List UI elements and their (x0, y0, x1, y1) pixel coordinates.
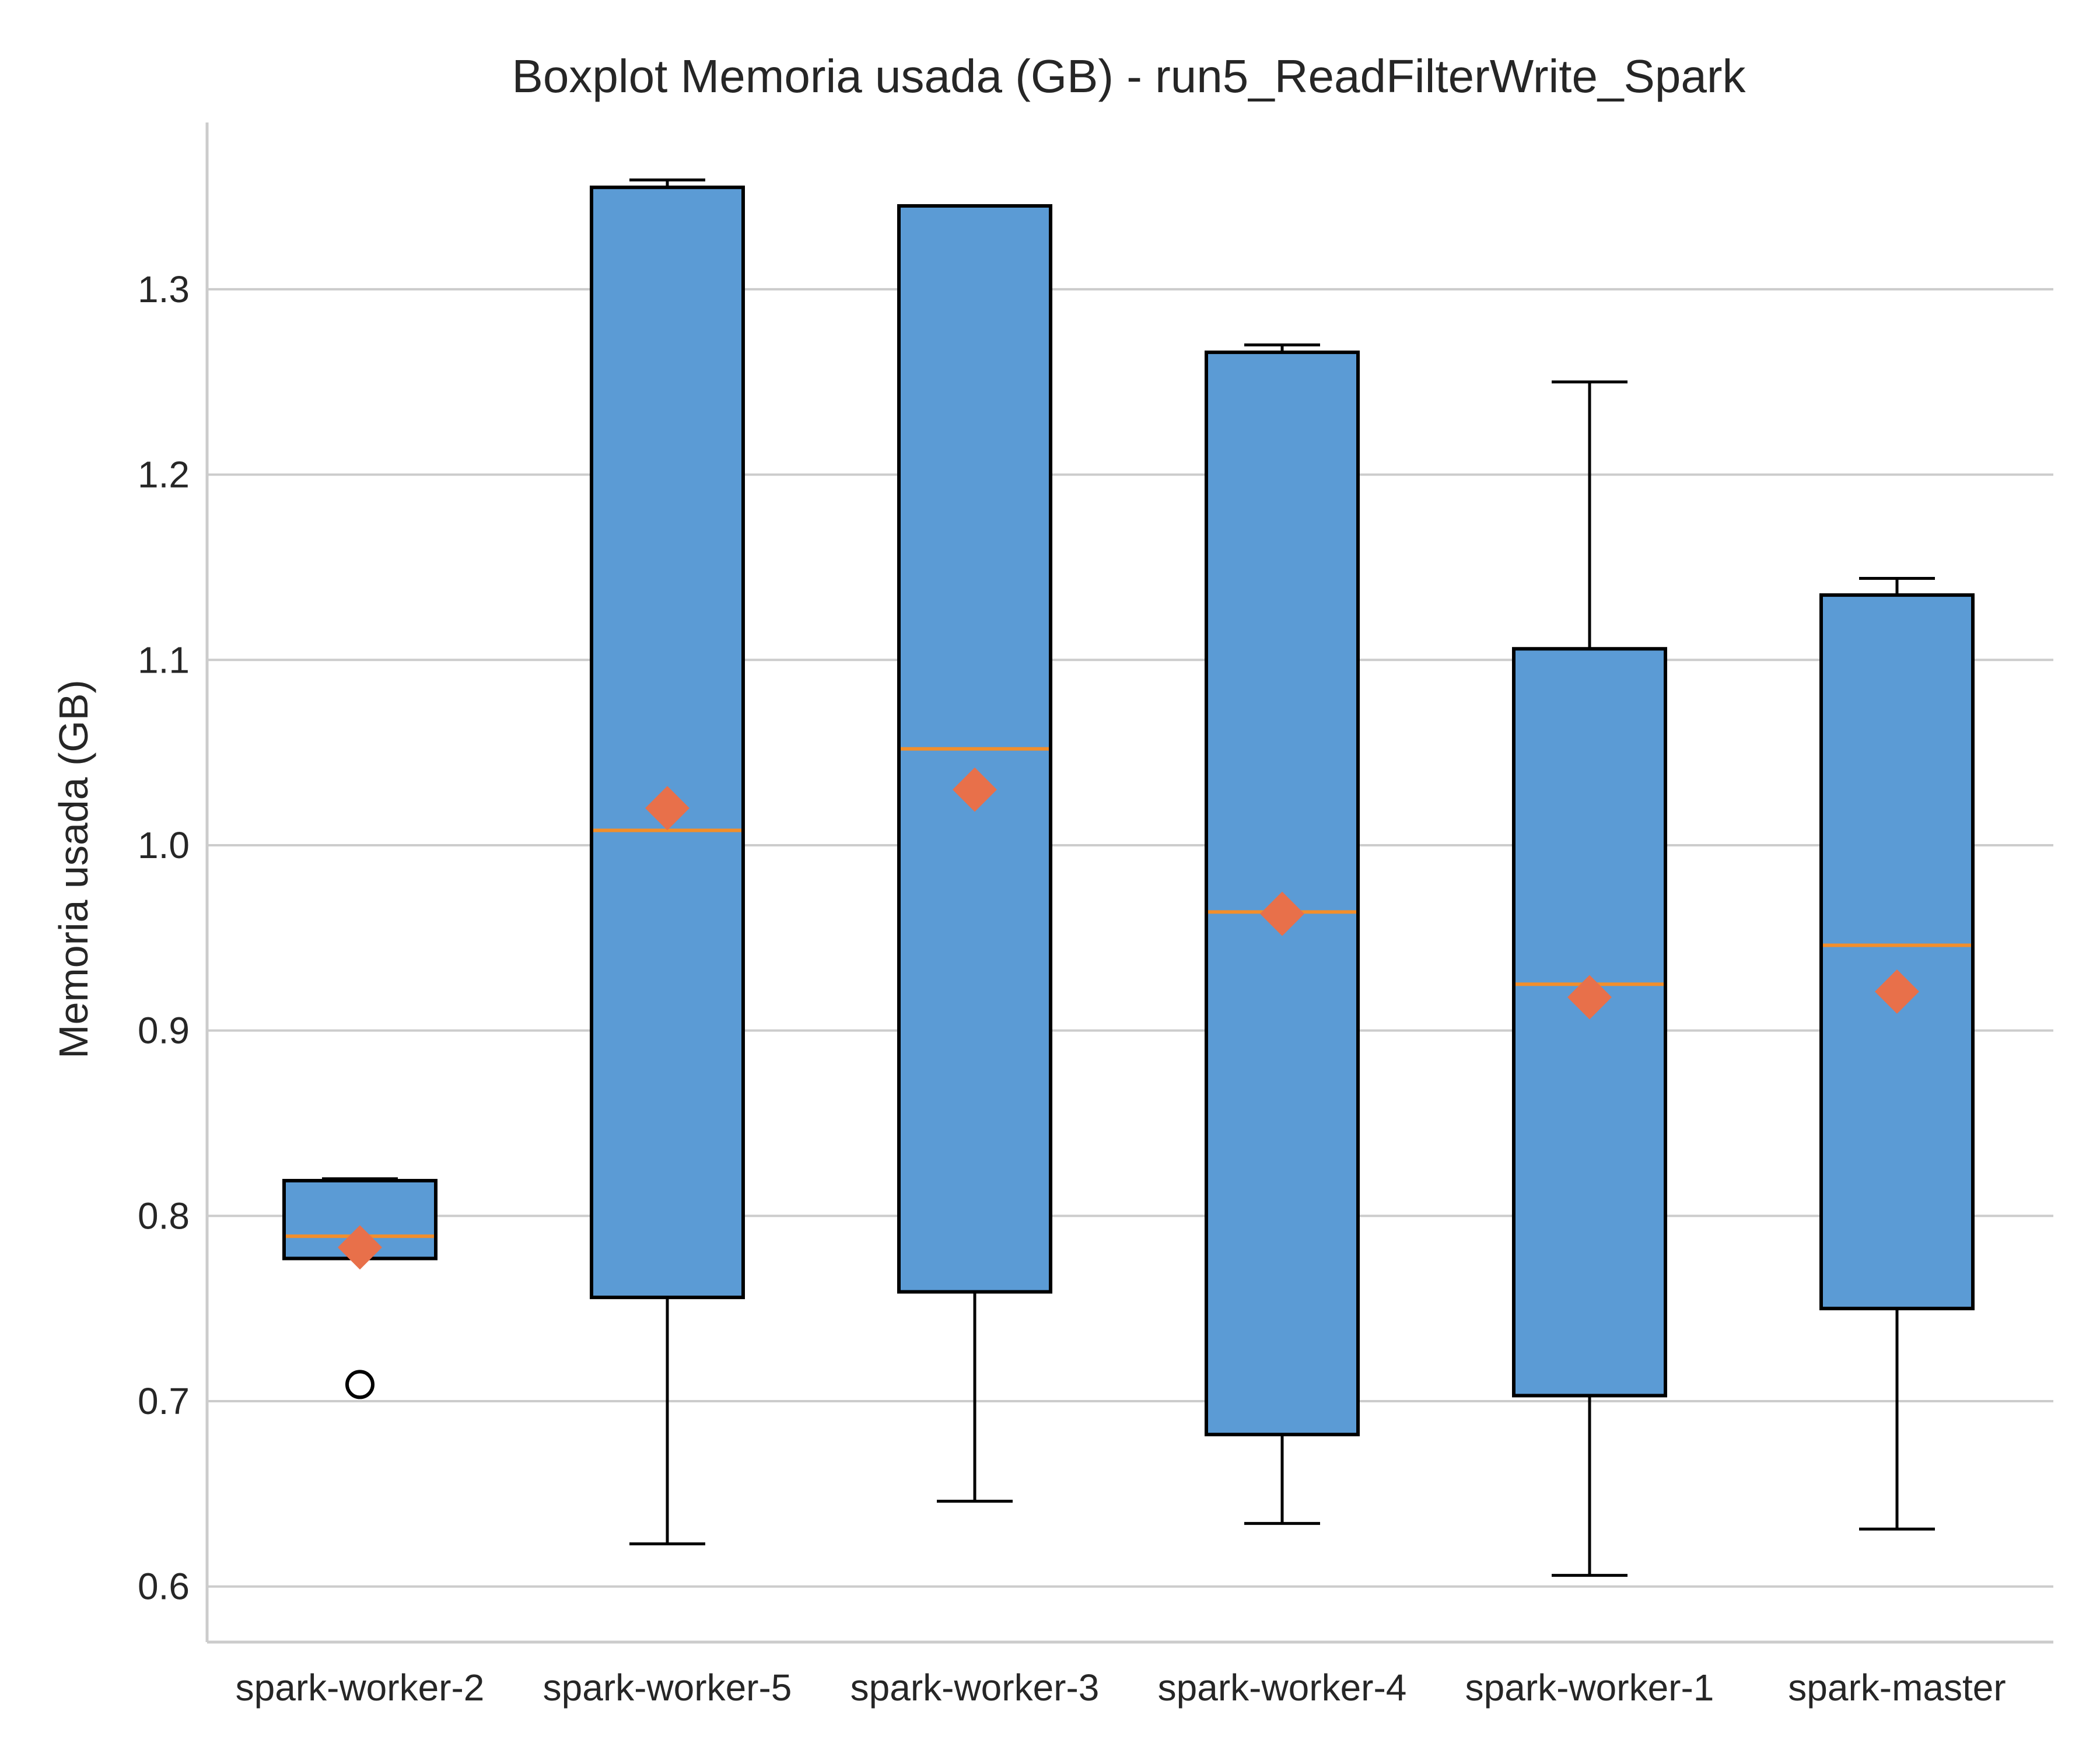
y-tick-labels: 0.6 0.7 0.8 0.9 1.0 1.1 1.2 1.3 (138, 268, 190, 1608)
box-spark-worker-1 (1512, 380, 1667, 1577)
y-tick-label: 1.3 (138, 268, 190, 310)
x-tick-label: spark-worker-1 (1465, 1667, 1714, 1709)
mean-marker (1260, 891, 1304, 936)
y-tick-label: 0.7 (138, 1380, 190, 1422)
mean-marker (953, 767, 997, 812)
box-spark-worker-4 (1205, 343, 1360, 1525)
mean-marker (1875, 969, 1919, 1014)
x-tick-labels: spark-worker-2 spark-worker-5 spark-worker… (236, 1667, 2006, 1709)
x-tick-label: spark-worker-4 (1158, 1667, 1407, 1709)
box-spark-worker-2 (282, 1177, 438, 1399)
iqr-box (590, 186, 745, 1300)
x-tick-label: spark-master (1788, 1667, 2006, 1709)
y-tick-label: 0.9 (138, 1010, 190, 1052)
y-axis-label: Memoria usada (GB) (51, 680, 96, 1059)
x-tick-label: spark-worker-3 (850, 1667, 1100, 1709)
box-spark-worker-3 (897, 204, 1052, 1503)
chart-title: Boxplot Memoria usada (GB) - run5_ReadFi… (512, 50, 1746, 102)
iqr-box (1819, 593, 1975, 1311)
mean-marker (338, 1225, 382, 1270)
x-tick-label: spark-worker-2 (236, 1667, 485, 1709)
y-tick-label: 1.1 (138, 639, 190, 681)
mean-marker (1567, 975, 1612, 1020)
mean-marker (645, 786, 690, 831)
boxes (282, 178, 1975, 1577)
iqr-box (1512, 647, 1667, 1398)
box-spark-master (1819, 577, 1975, 1531)
box-spark-worker-5 (590, 178, 745, 1546)
y-tick-label: 0.8 (138, 1195, 190, 1237)
grid-lines (207, 288, 2053, 1588)
x-tick-label: spark-worker-5 (543, 1667, 792, 1709)
y-tick-label: 1.2 (138, 454, 190, 496)
y-tick-label: 0.6 (138, 1566, 190, 1608)
axes (205, 123, 2053, 1644)
outlier-point (345, 1370, 374, 1399)
y-tick-label: 1.0 (138, 824, 190, 866)
